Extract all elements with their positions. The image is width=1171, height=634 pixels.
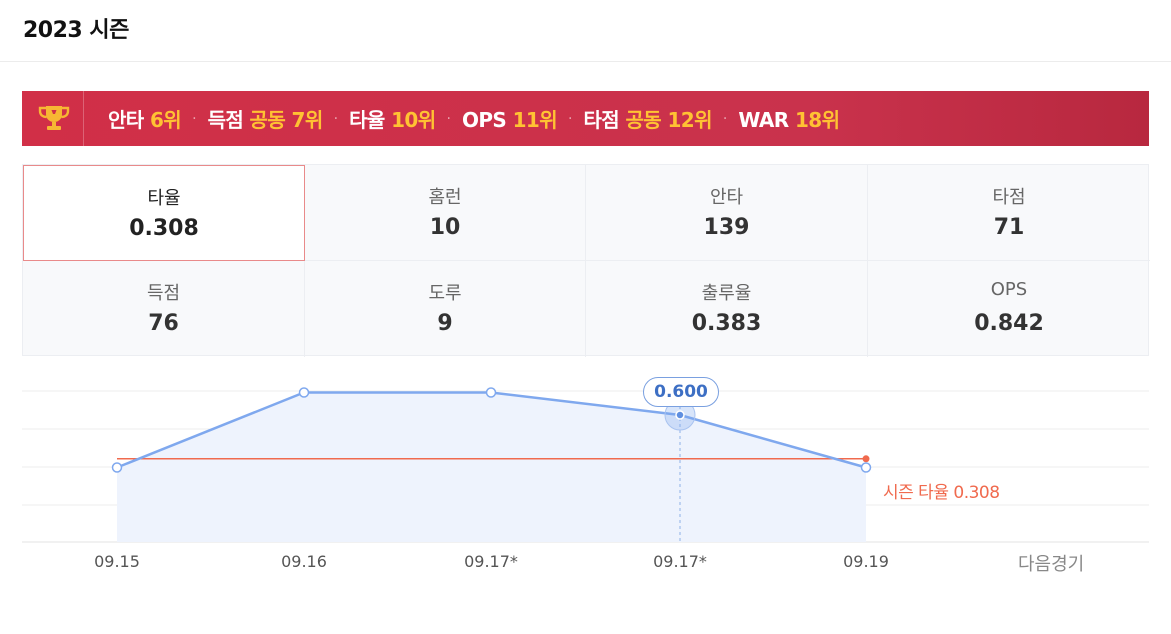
rank-separator: · [446,110,451,127]
stat-label: OPS [990,279,1028,300]
x-axis-label: 09.19 [843,552,889,571]
season-average-value: 0.308 [953,483,1000,503]
data-point [111,462,123,473]
x-axis-label: 09.17* [464,552,518,571]
stat-label: 타점 [992,187,1026,208]
next-game-link[interactable]: 다음경기 [1018,554,1085,575]
rank-banner: 안타 6위 · 득점 공동 7위 · 타율 10위 · OPS 11위 · 타점… [22,91,1149,146]
chart-canvas [22,387,1149,543]
stat-label: 도루 [428,283,462,304]
stat-value: 0.842 [974,311,1044,336]
rank-list: 안타 6위 · 득점 공동 7위 · 타율 10위 · OPS 11위 · 타점… [108,91,840,146]
stat-tab-homeruns[interactable]: 홈런 10 [305,165,586,261]
rank-item-war: WAR 18위 [738,108,840,132]
trend-chart: 0.600 시즌 타율 0.308 09.15 09.16 09.17* 09.17*… [0,370,1171,590]
stat-label: 안타 [709,187,744,208]
stat-value: 76 [148,311,179,336]
stat-tab-runs[interactable]: 득점 76 [23,261,305,357]
stat-value: 0.308 [129,216,199,241]
stat-value: 0.383 [691,311,762,336]
chart-tooltip: 0.600 [643,377,719,407]
stat-label: 홈런 [428,187,462,208]
x-axis-label: 09.17* [653,552,707,571]
series-area [117,392,866,542]
season-average-label: 시즌 타율 0.308 [883,483,1000,503]
season-average-dot [862,455,870,463]
stat-tab-avg[interactable]: 타율 0.308 [23,165,305,261]
rank-separator: · [333,110,339,127]
stat-tab-hits[interactable]: 안타 139 [586,165,868,261]
rank-item-runs: 득점 공동 7위 [207,108,324,132]
stat-value: 71 [993,215,1025,240]
data-point [298,387,310,398]
stat-tab-ops[interactable]: OPS 0.842 [868,261,1150,357]
rank-separator: · [192,110,197,127]
rank-item-avg: 타율 10위 [349,108,436,132]
stat-label: 출루율 [701,283,752,304]
stat-tab-obp[interactable]: 출루율 0.383 [586,261,868,357]
data-point [485,387,497,398]
trophy-icon [38,106,70,130]
x-axis-label: 09.16 [281,552,327,571]
stat-tab-steals[interactable]: 도루 9 [305,261,586,357]
stat-label: 타율 [147,188,181,209]
rank-item-hits: 안타 6위 [108,108,182,132]
stat-value: 9 [437,311,453,336]
title-bar: 2023 시즌 [0,0,1171,62]
page-title: 2023 시즌 [23,18,129,43]
trophy-cell [22,91,84,146]
stat-grid: 타율 0.308 홈런 10 안타 139 타점 71 득점 76 도루 9 출… [22,164,1150,357]
rank-item-ops: OPS 11위 [461,108,558,132]
stat-tab-rbi[interactable]: 타점 71 [868,165,1150,261]
stat-value: 139 [703,215,750,240]
rank-separator: · [722,110,728,127]
data-point-highlighted [675,410,685,420]
stat-value: 10 [429,215,461,240]
x-axis-label: 09.15 [94,552,140,571]
rank-separator: · [568,110,573,127]
rank-item-rbi: 타점 공동 12위 [583,108,713,132]
stat-label: 득점 [146,283,181,304]
data-point [860,462,872,473]
